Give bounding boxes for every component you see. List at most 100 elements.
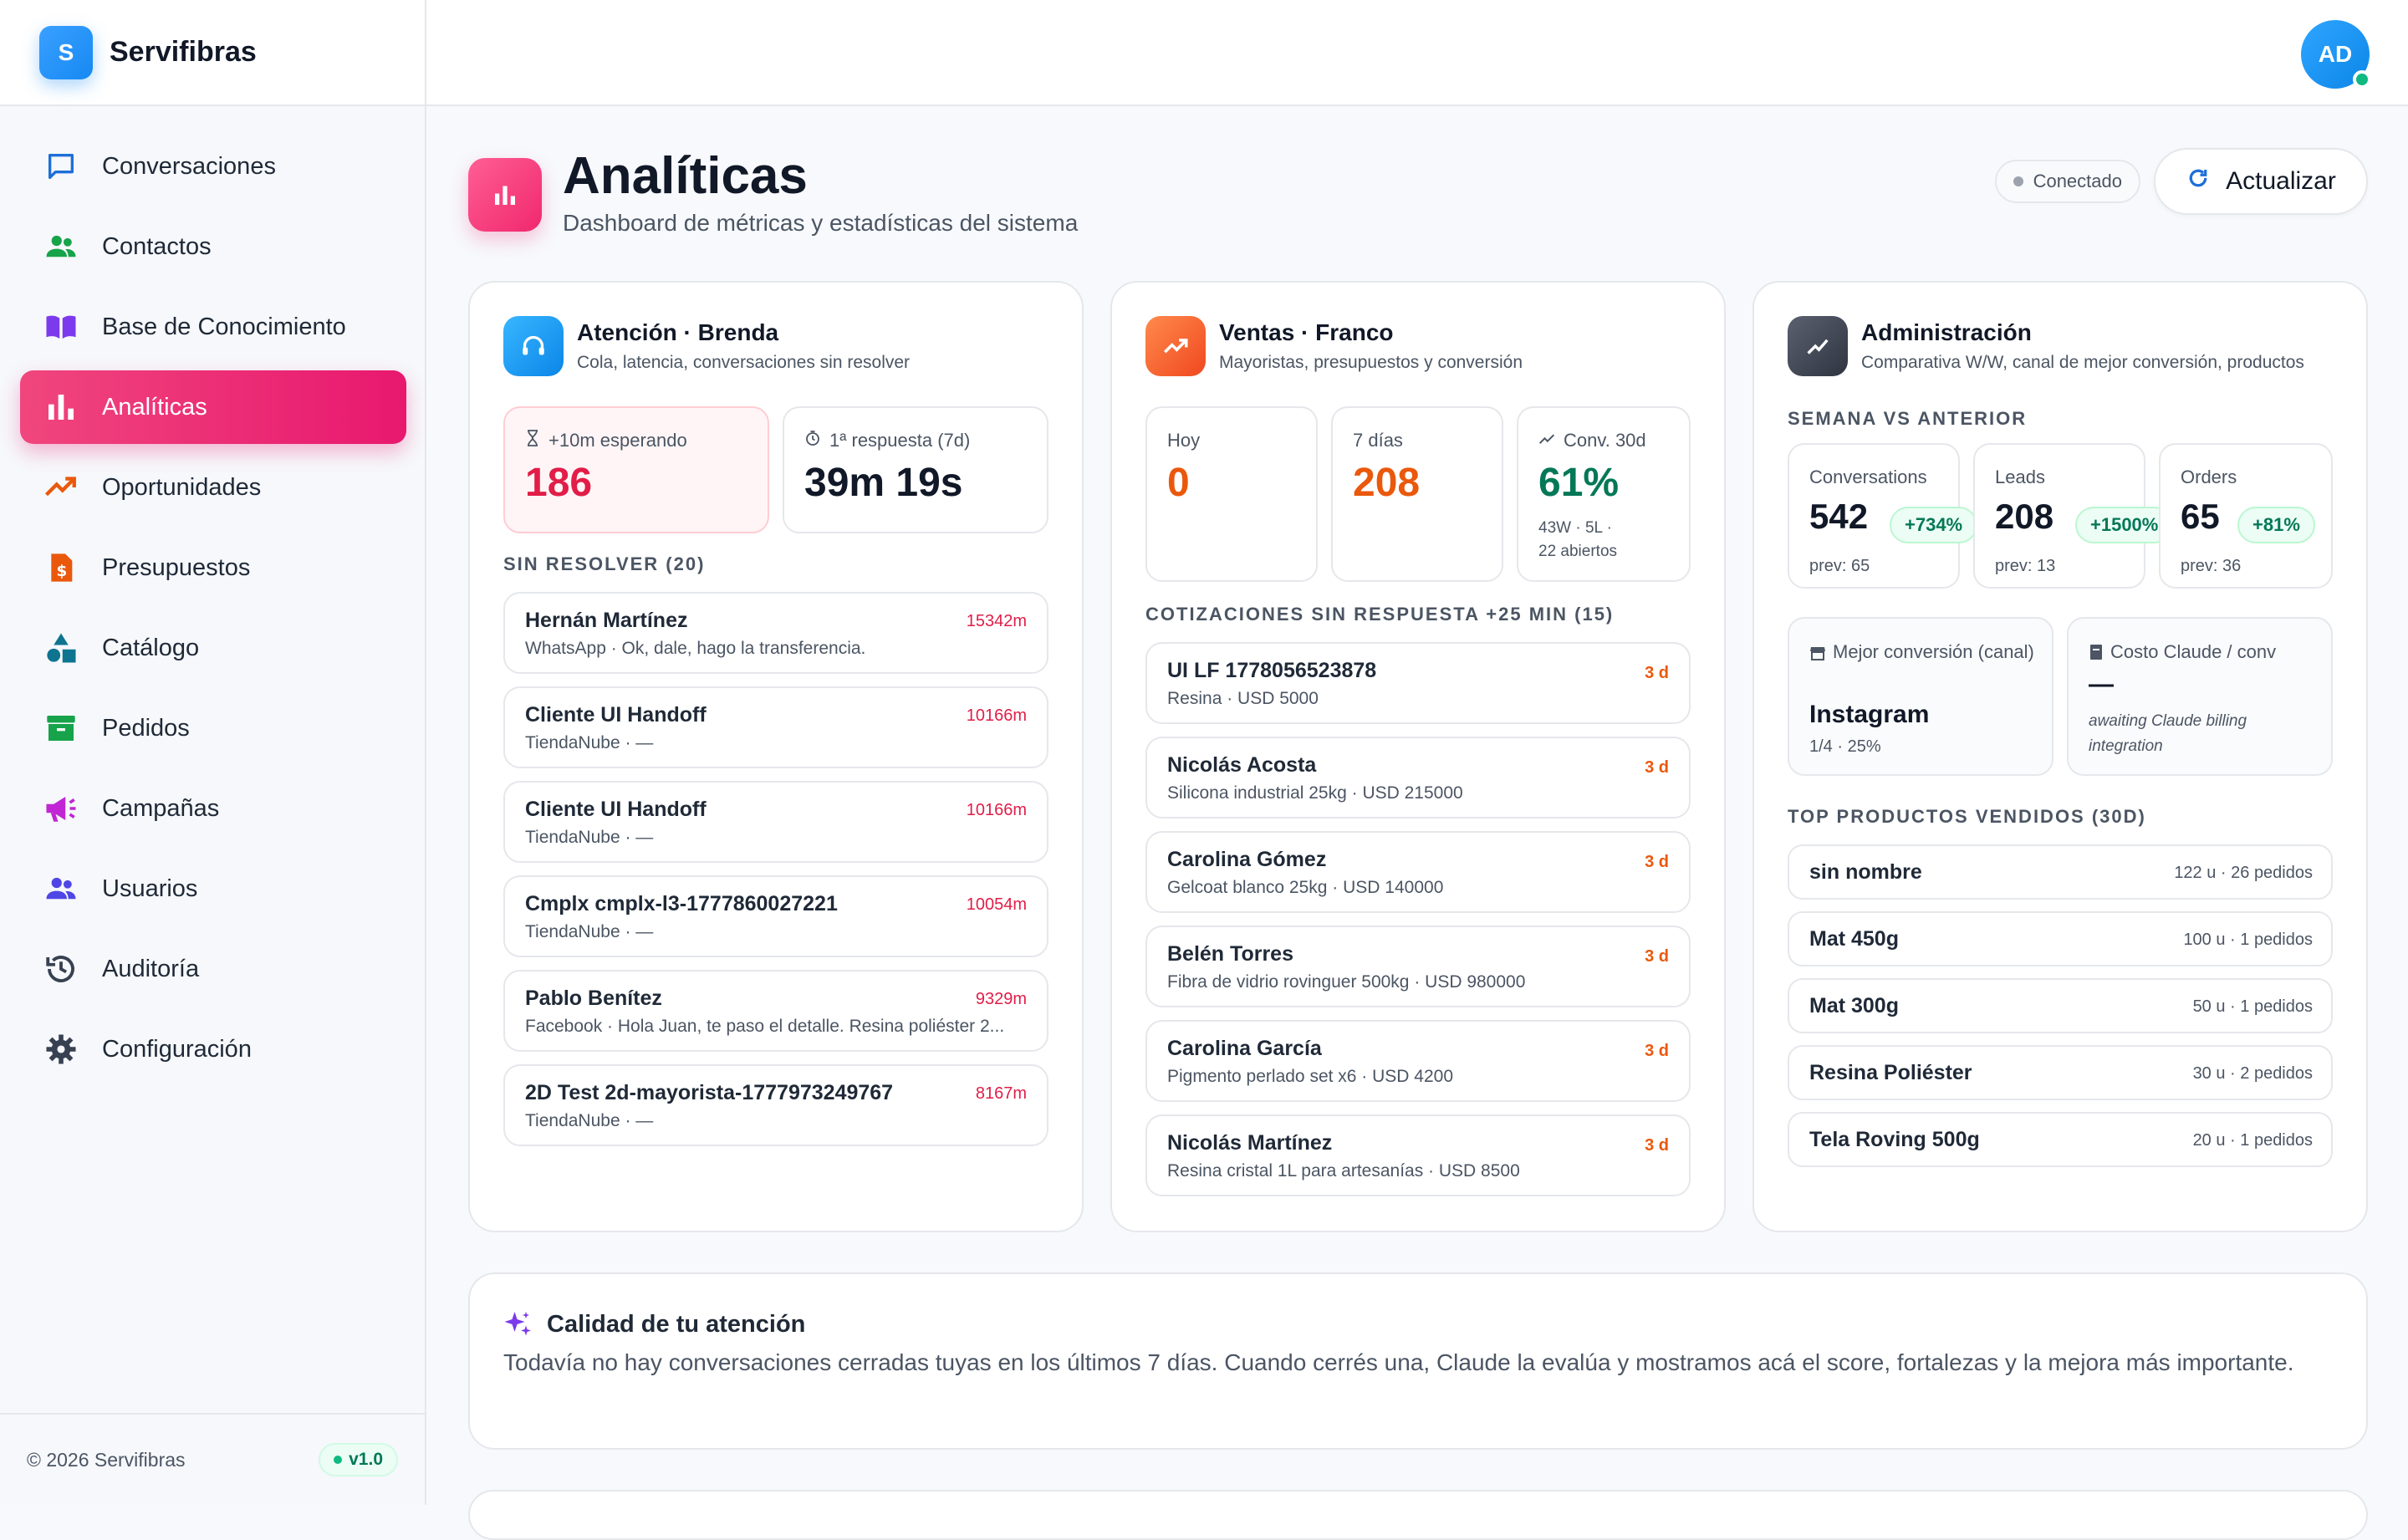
trending-up-icon: [42, 468, 80, 507]
sidebar-item-usuarios[interactable]: Usuarios: [20, 852, 406, 926]
admin-card-header: Administración Comparativa W/W, canal de…: [1788, 316, 2333, 380]
unresolved-item[interactable]: Pablo Benítez 9329m Facebook · Hola Juan…: [503, 970, 1048, 1052]
product-name: Mat 450g: [1809, 927, 1899, 951]
headset-icon: [503, 316, 564, 376]
archive-icon: [42, 709, 80, 747]
today-label: Hoy: [1167, 430, 1201, 451]
row-subtitle: Facebook · Hola Juan, te paso el detalle…: [525, 1017, 1005, 1036]
product-meta: 20 u · 1 pedidos: [2192, 1131, 2313, 1150]
status-text: Conectado: [2033, 171, 2122, 191]
kpi-value: 65: [2181, 497, 2220, 536]
wait-time: 8167m: [975, 1084, 1027, 1103]
quote-age: 3 d: [1645, 1042, 1669, 1060]
avatar[interactable]: AD: [2301, 20, 2371, 89]
unresolved-item[interactable]: Hernán Martínez 15342m WhatsApp · Ok, da…: [503, 592, 1048, 674]
product-name: Resina Poliéster: [1809, 1061, 1972, 1084]
products-section-label: TOP PRODUCTOS VENDIDOS (30D): [1788, 806, 2146, 827]
row-subtitle: TiendaNube · —: [525, 1111, 654, 1130]
sidebar-item-conversaciones[interactable]: Conversaciones: [20, 130, 406, 203]
kpi-orders: Orders 65 +81% prev: 36: [2159, 443, 2333, 589]
today-stat: Hoy 0: [1145, 406, 1318, 582]
receipt-icon: [2089, 641, 2104, 668]
product-row[interactable]: Tela Roving 500g 20 u · 1 pedidos: [1788, 1112, 2333, 1167]
row-title: Hernán Martínez: [525, 609, 688, 632]
wait-time: 15342m: [966, 612, 1027, 630]
product-row[interactable]: Mat 300g 50 u · 1 pedidos: [1788, 978, 2333, 1033]
unresolved-item[interactable]: Cliente UI Handoff 10166m TiendaNube · —: [503, 781, 1048, 863]
waiting-value: 186: [525, 461, 593, 505]
conversion-detail-line: 22 abiertos: [1538, 543, 1618, 560]
row-title: Cliente UI Handoff: [525, 798, 707, 821]
sidebar-item-auditoria[interactable]: Auditoría: [20, 932, 406, 1006]
row-title: Carolina Gómez: [1167, 848, 1327, 871]
sidebar-item-base-conocimiento[interactable]: Base de Conocimiento: [20, 290, 406, 364]
atencion-card-header: Atención · Brenda Cola, latencia, conver…: [503, 316, 1048, 380]
timer-icon: [804, 430, 821, 451]
unresolved-item[interactable]: 2D Test 2d-mayorista-1777973249767 8167m…: [503, 1064, 1048, 1146]
card-title: Atención · Brenda: [577, 319, 779, 345]
kpi-prev: prev: 13: [1995, 557, 2056, 575]
ventas-card: Ventas · Franco Mayoristas, presupuestos…: [1110, 281, 1726, 1232]
row-subtitle: Resina cristal 1L para artesanías · USD …: [1167, 1161, 1520, 1180]
users-icon: [42, 869, 80, 908]
kpi-prev: prev: 65: [1809, 557, 1870, 575]
product-name: sin nombre: [1809, 860, 1922, 884]
sidebar: S Servifibras Conversaciones Contactos B…: [0, 0, 426, 1505]
kpi-label: Leads: [1995, 467, 2045, 487]
kpi-delta-badge: +81%: [2237, 507, 2315, 543]
quote-item[interactable]: Belén Torres 3 d Fibra de vidrio rovingu…: [1145, 926, 1691, 1007]
card-title: Ventas · Franco: [1219, 319, 1394, 345]
unresolved-item[interactable]: Cmplx cmplx-l3-1777860027221 10054m Tien…: [503, 875, 1048, 957]
week-section-label: SEMANA VS ANTERIOR: [1788, 408, 2028, 429]
brand[interactable]: S Servifibras: [0, 0, 425, 106]
product-row[interactable]: Mat 450g 100 u · 1 pedidos: [1788, 911, 2333, 966]
sidebar-item-analiticas[interactable]: Analíticas: [20, 370, 406, 444]
week-label: 7 días: [1353, 430, 1403, 451]
row-title: Cmplx cmplx-l3-1777860027221: [525, 892, 838, 915]
sidebar-item-label: Configuración: [102, 1035, 252, 1063]
sidebar-item-catalogo[interactable]: Catálogo: [20, 611, 406, 685]
quote-item[interactable]: Nicolás Martínez 3 d Resina cristal 1L p…: [1145, 1114, 1691, 1196]
quote-age: 3 d: [1645, 853, 1669, 871]
version-badge: v1.0: [319, 1443, 398, 1476]
store-icon: [1809, 641, 1826, 668]
sidebar-item-contactos[interactable]: Contactos: [20, 210, 406, 283]
kpi-label: Orders: [2181, 467, 2237, 487]
week-value: 208: [1353, 461, 1421, 505]
waiting-label: +10m esperando: [525, 430, 687, 451]
book-icon: [42, 308, 80, 346]
quote-item[interactable]: UI LF 1778056523878 3 d Resina · USD 500…: [1145, 642, 1691, 724]
kpi-label: Conversations: [1809, 467, 1927, 487]
row-title: 2D Test 2d-mayorista-1777973249767: [525, 1081, 894, 1104]
sidebar-item-campanas[interactable]: Campañas: [20, 772, 406, 845]
analytics-icon: [468, 158, 542, 232]
quality-body: Todavía no hay conversaciones cerradas t…: [503, 1349, 2294, 1375]
kpi-value: 208: [1995, 497, 2054, 536]
sidebar-item-label: Usuarios: [102, 875, 198, 902]
claude-cost-value: —: [2089, 671, 2114, 698]
row-title: UI LF 1778056523878: [1167, 659, 1377, 682]
quote-item[interactable]: Carolina García 3 d Pigmento perlado set…: [1145, 1020, 1691, 1102]
best-channel-label: Mejor conversión (canal): [1809, 639, 2035, 668]
conversion-label: Conv. 30d: [1538, 430, 1646, 451]
sidebar-item-presupuestos[interactable]: $ Presupuestos: [20, 531, 406, 604]
first-response-stat: 1ª respuesta (7d) 39m 19s: [783, 406, 1048, 533]
quote-age: 3 d: [1645, 947, 1669, 966]
sidebar-item-oportunidades[interactable]: Oportunidades: [20, 451, 406, 524]
waiting-stat: +10m esperando 186: [503, 406, 769, 533]
sidebar-item-label: Analíticas: [102, 393, 207, 421]
unresolved-item[interactable]: Cliente UI Handoff 10166m TiendaNube · —: [503, 686, 1048, 768]
sidebar-item-configuracion[interactable]: Configuración: [20, 1012, 406, 1086]
contacts-icon: [42, 227, 80, 266]
quote-item[interactable]: Nicolás Acosta 3 d Silicona industrial 2…: [1145, 737, 1691, 818]
best-channel-detail: 1/4 · 25%: [1809, 737, 1881, 756]
sidebar-item-pedidos[interactable]: Pedidos: [20, 691, 406, 765]
kpi-conversations: Conversations 542 +734% prev: 65: [1788, 443, 1978, 589]
product-row[interactable]: sin nombre 122 u · 26 pedidos: [1788, 844, 2333, 900]
refresh-button[interactable]: Actualizar: [2154, 148, 2368, 215]
sidebar-item-label: Base de Conocimiento: [102, 313, 346, 340]
row-subtitle: TiendaNube · —: [525, 922, 654, 941]
sidebar-item-label: Pedidos: [102, 714, 190, 742]
quote-item[interactable]: Carolina Gómez 3 d Gelcoat blanco 25kg ·…: [1145, 831, 1691, 913]
product-row[interactable]: Resina Poliéster 30 u · 2 pedidos: [1788, 1045, 2333, 1100]
